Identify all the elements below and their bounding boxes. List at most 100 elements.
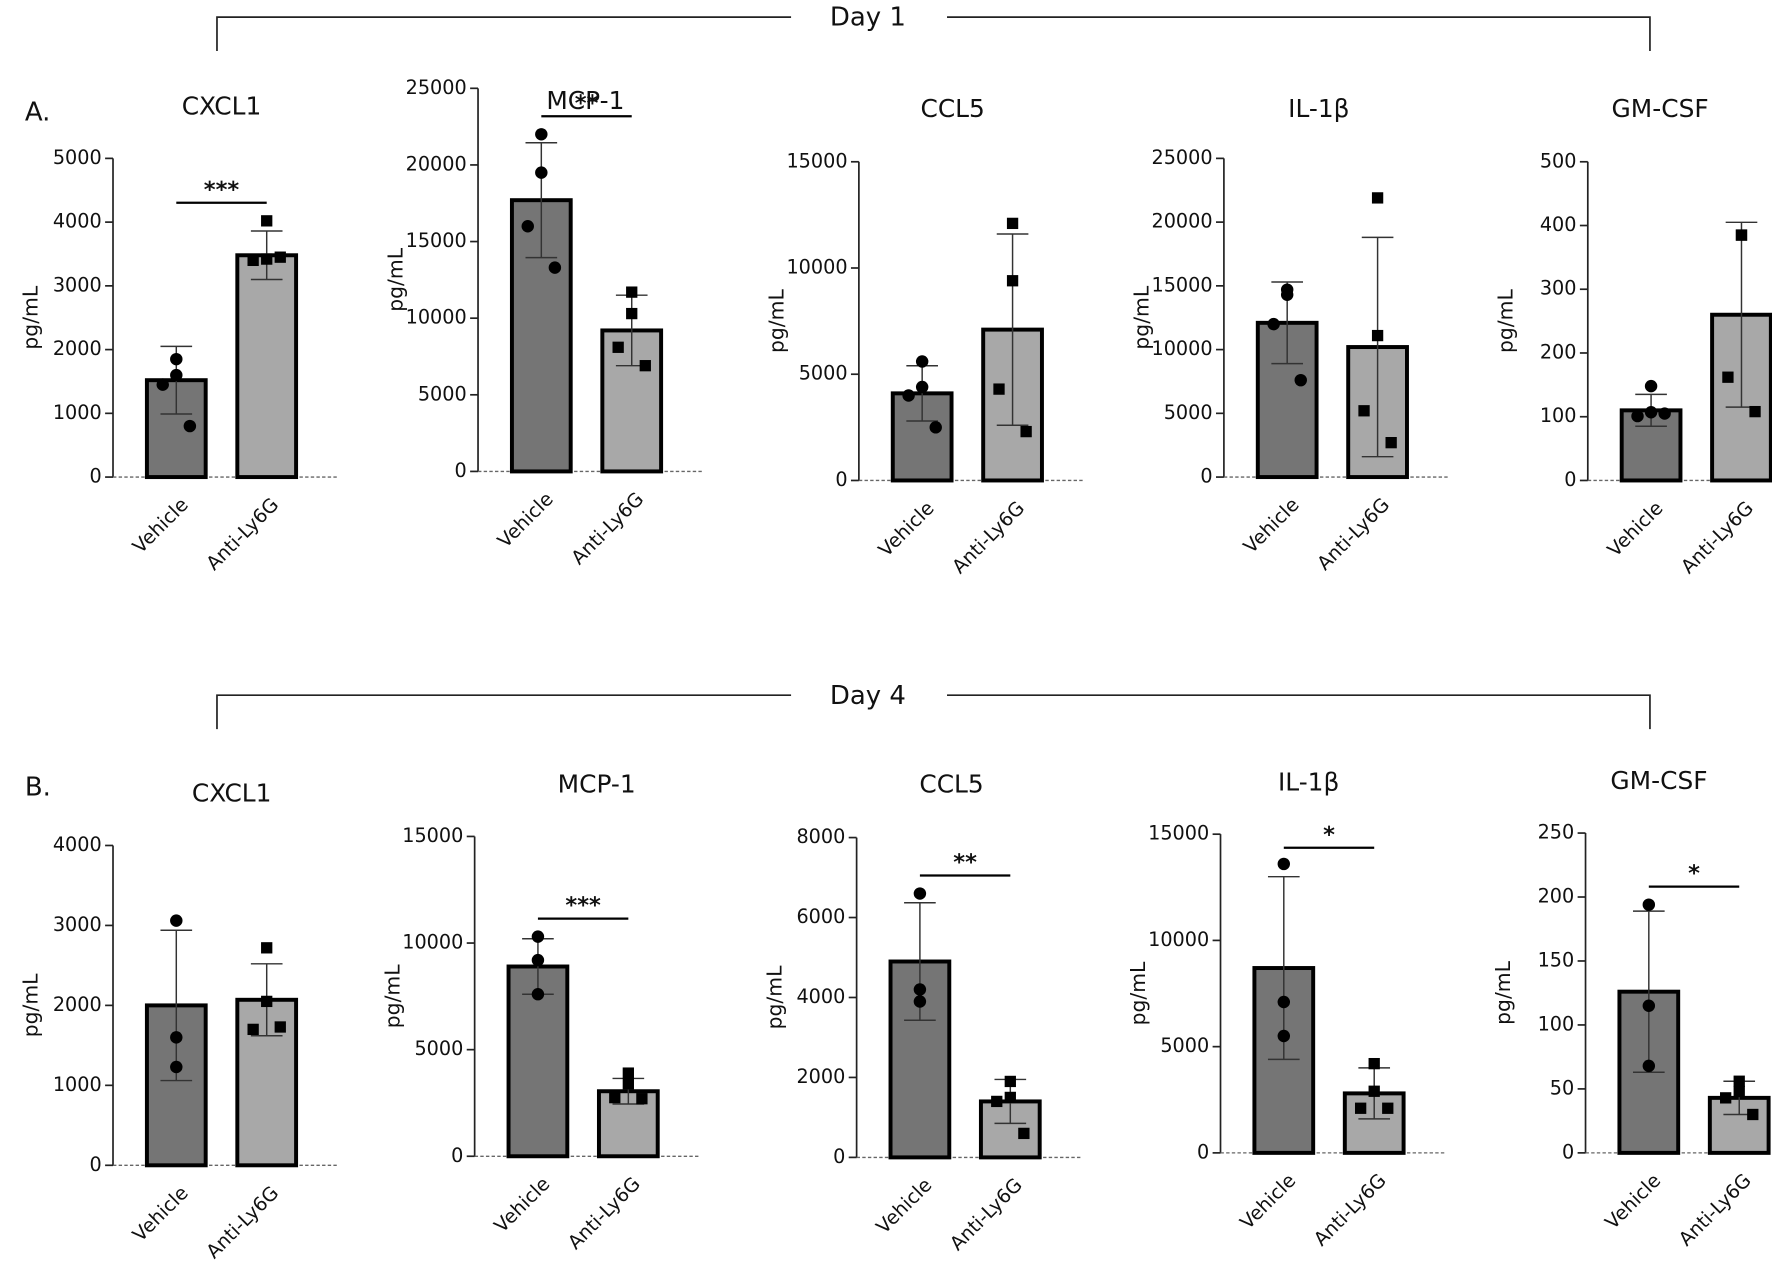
data-point [274, 1021, 286, 1033]
data-point [1354, 1102, 1367, 1114]
y-tick-label: 2000 [796, 1065, 845, 1088]
chart-title: CXCL1 [182, 92, 262, 121]
data-point [535, 166, 548, 179]
y-tick-label: 2000 [53, 337, 102, 360]
data-point [1735, 229, 1748, 241]
y-tick-label: 150 [1538, 948, 1575, 971]
data-point [622, 1067, 634, 1079]
x-tick-label: Vehicle [1235, 1169, 1300, 1234]
y-tick-label: 10000 [786, 256, 847, 279]
data-point [156, 378, 169, 391]
data-point [1294, 373, 1307, 387]
chart-title: CCL5 [919, 770, 983, 799]
data-point [1631, 409, 1644, 423]
data-point [1385, 437, 1397, 449]
chart: GM-CSF 0 50 100 150 200 250 pg/mL Vehicle Anti-Ly… [1491, 766, 1772, 1251]
data-point [915, 380, 929, 394]
y-tick-label: 50 [1550, 1076, 1574, 1099]
x-tick-label: Anti-Ly6G [563, 1172, 645, 1254]
error-bar [996, 233, 1029, 426]
data-point [1749, 405, 1761, 418]
data-point [609, 1091, 621, 1104]
panel-label: B. [25, 772, 51, 802]
y-tick-label: 10000 [1152, 337, 1213, 360]
y-tick-label: 3000 [53, 273, 102, 296]
data-point [1371, 329, 1384, 342]
y-tick-label: 0 [1200, 465, 1212, 488]
bracket [216, 694, 792, 730]
y-tick-label: 1000 [53, 401, 102, 424]
data-point [1722, 371, 1734, 383]
y-axis-label: pg/mL [380, 964, 404, 1028]
x-tick-label: Vehicle [872, 1173, 937, 1238]
group-title: Day 1 [830, 3, 906, 33]
chart: GM-CSF 0 100 200 300 400 500 pg/mL Vehicle Anti-L… [1493, 94, 1772, 578]
bar [596, 1089, 660, 1159]
chart: MCP-1 0 5000 10000 15000 pg/mL Vehicle Anti-Ly6… [380, 770, 701, 1254]
y-tick-label: 300 [1540, 277, 1577, 300]
data-point [531, 930, 545, 943]
y-tick-label: 5000 [1160, 1034, 1209, 1057]
y-tick-label: 5000 [799, 362, 848, 385]
data-point [247, 1023, 259, 1036]
data-point [639, 360, 651, 372]
data-point [1368, 1057, 1380, 1070]
chart-title: CXCL1 [192, 779, 272, 808]
significance-label: *** [204, 177, 240, 203]
chart: CXCL1 0 1000 2000 3000 4000 5000 pg/mL Vehicle An… [19, 92, 340, 575]
data-point [1006, 275, 1019, 287]
y-tick-label: 20000 [1152, 210, 1213, 233]
data-point [170, 1031, 183, 1044]
significance-label: ** [953, 850, 977, 876]
data-point [1642, 1059, 1656, 1073]
y-tick-label: 2000 [53, 993, 102, 1016]
data-point [929, 421, 942, 434]
y-tick-label: 15000 [1148, 822, 1209, 845]
data-point [1267, 317, 1280, 331]
y-axis-label: pg/mL [384, 247, 408, 311]
y-tick-label: 100 [1538, 1012, 1575, 1035]
data-point [626, 286, 638, 298]
chart: IL-1β 0 5000 10000 15000 pg/mL Vehicle Anti-Ly6… [1126, 767, 1447, 1251]
data-point [1642, 999, 1656, 1012]
chart: CCL5 0 2000 4000 6000 8000 pg/mL Vehicle Anti-Ly… [762, 770, 1083, 1255]
y-tick-label: 0 [451, 1144, 463, 1167]
chart-title: CCL5 [920, 94, 984, 123]
chart-title: IL-1β [1288, 94, 1349, 123]
data-point [913, 983, 927, 996]
x-tick-label: Anti-Ly6G [1676, 496, 1758, 578]
y-tick-label: 0 [1197, 1140, 1209, 1163]
x-tick-label: Anti-Ly6G [1309, 1169, 1391, 1251]
data-point [622, 1078, 634, 1090]
data-point [1280, 288, 1294, 301]
error-bar [160, 929, 193, 1082]
data-point [261, 995, 273, 1008]
data-point [1747, 1108, 1759, 1121]
data-point [991, 1095, 1003, 1108]
error-bar [1267, 875, 1300, 1061]
significance-label: *** [565, 893, 601, 919]
panel-label: A. [25, 98, 51, 128]
group-bracket-b [216, 694, 1651, 730]
y-tick-label: 3000 [53, 913, 102, 936]
x-tick-label: Anti-Ly6G [201, 493, 283, 575]
y-tick-label: 4000 [53, 210, 102, 233]
y-tick-label: 15000 [786, 149, 847, 172]
y-tick-label: 0 [835, 468, 847, 491]
y-tick-label: 25000 [1152, 146, 1213, 169]
chart: MCP-1 0 5000 10000 15000 20000 25000 pg/mL Vehic… [384, 76, 705, 569]
y-tick-label: 0 [1564, 468, 1576, 491]
significance-label: * [1323, 822, 1335, 848]
data-point [913, 995, 927, 1008]
data-point [1371, 192, 1384, 204]
y-tick-label: 0 [833, 1145, 845, 1168]
y-tick-label: 4000 [53, 833, 102, 856]
y-axis-label: pg/mL [1130, 285, 1154, 349]
x-tick-label: Vehicle [1600, 1169, 1665, 1234]
data-point [636, 1093, 648, 1105]
data-point [1277, 857, 1291, 871]
y-tick-label: 400 [1540, 213, 1577, 236]
data-point [1277, 995, 1291, 1009]
x-tick-label: Anti-Ly6G [945, 1173, 1027, 1255]
data-point [1020, 425, 1032, 438]
